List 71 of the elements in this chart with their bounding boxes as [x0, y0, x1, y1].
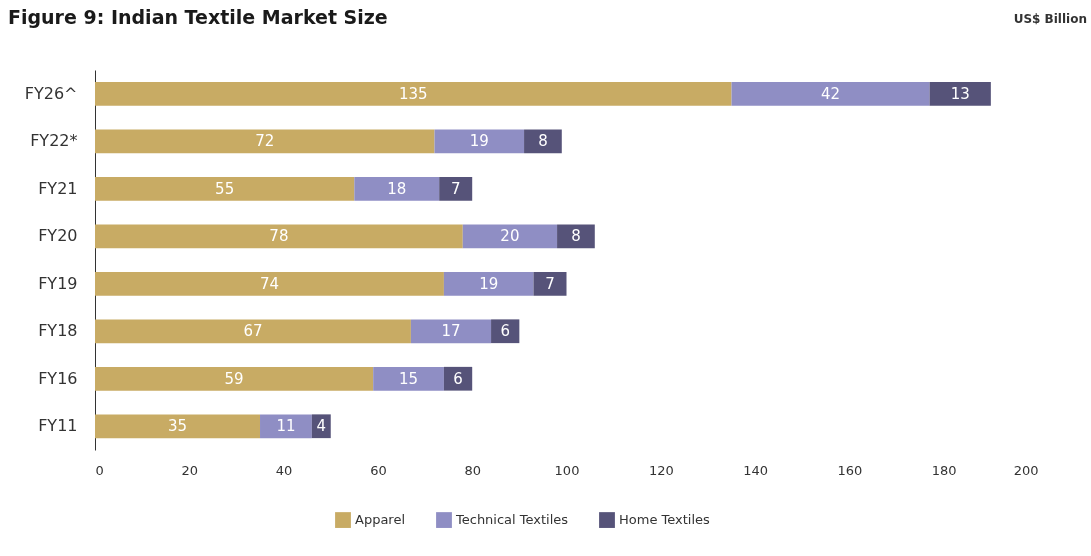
- data-label: 20: [500, 227, 520, 246]
- y-tick-label: FY21: [38, 178, 78, 198]
- bar: [95, 271, 444, 296]
- data-label: 11: [276, 417, 296, 436]
- bar: [434, 129, 525, 154]
- bar: [95, 129, 435, 154]
- bar: [95, 176, 355, 201]
- bar: [524, 129, 562, 154]
- data-label: 6: [453, 369, 463, 388]
- data-label: 6: [500, 322, 510, 341]
- data-label: 7: [450, 179, 461, 198]
- data-label: 72: [255, 132, 275, 151]
- data-label: 135: [398, 84, 428, 103]
- data-label: 19: [479, 274, 499, 293]
- bar: [491, 319, 520, 344]
- legend-label: Technical Textiles: [455, 512, 569, 528]
- x-tick-label: 0: [95, 462, 104, 478]
- data-label: 18: [387, 179, 407, 198]
- y-tick-label: FY18: [38, 321, 78, 341]
- bar: [731, 81, 930, 106]
- data-label: 8: [571, 227, 581, 246]
- data-label: 67: [243, 322, 263, 341]
- x-tick-label: 40: [275, 462, 293, 478]
- y-tick-label: FY22*: [30, 131, 78, 151]
- y-tick-label: FY20: [38, 226, 78, 246]
- x-tick-label: 20: [181, 462, 199, 478]
- bar: [95, 366, 374, 391]
- bar: [95, 224, 463, 249]
- data-label: 59: [224, 369, 244, 388]
- legend-label: Home Textiles: [619, 512, 711, 528]
- data-label: 13: [950, 84, 970, 103]
- y-tick-label: FY26^: [24, 83, 78, 103]
- bar: [95, 81, 732, 106]
- data-label: 17: [441, 322, 461, 341]
- bar: [95, 319, 411, 344]
- y-tick-label: FY11: [38, 416, 78, 436]
- bar: [443, 366, 473, 391]
- x-tick-label: 180: [931, 462, 957, 478]
- bar: [410, 319, 492, 344]
- data-label: 19: [469, 132, 489, 151]
- data-label: 55: [215, 179, 235, 198]
- text: US$ Billion: [1013, 12, 1087, 26]
- data-label: 7: [545, 274, 555, 293]
- x-tick-label: 100: [554, 462, 580, 478]
- bar: [260, 414, 312, 439]
- bar: [533, 271, 567, 296]
- data-label: 15: [399, 369, 419, 388]
- bar: [929, 81, 991, 106]
- data-label: 8: [538, 132, 548, 151]
- legend-label: Apparel: [355, 512, 406, 528]
- x-tick-label: 200: [1013, 462, 1039, 478]
- bar: [439, 176, 473, 201]
- y-tick-label: FY16: [38, 368, 78, 388]
- data-label: 35: [167, 417, 188, 436]
- y-tick-label: FY19: [38, 273, 78, 293]
- x-tick-label: 140: [743, 462, 769, 478]
- x-tick-label: 60: [370, 462, 387, 478]
- data-label: 4: [316, 417, 327, 436]
- bar: [462, 224, 558, 249]
- bar: [443, 271, 534, 296]
- x-tick-label: 80: [464, 462, 481, 478]
- chart-title: Figure 9: Indian Textile Market Size: [8, 6, 388, 28]
- x-tick-label: 120: [648, 462, 674, 478]
- bar: [95, 414, 261, 439]
- bar: [373, 366, 444, 391]
- bar: [354, 176, 440, 201]
- bar: [557, 224, 595, 249]
- data-label: 78: [269, 227, 289, 246]
- data-label: 74: [259, 274, 279, 293]
- data-label: 42: [820, 84, 841, 103]
- x-tick-label: 160: [837, 462, 863, 478]
